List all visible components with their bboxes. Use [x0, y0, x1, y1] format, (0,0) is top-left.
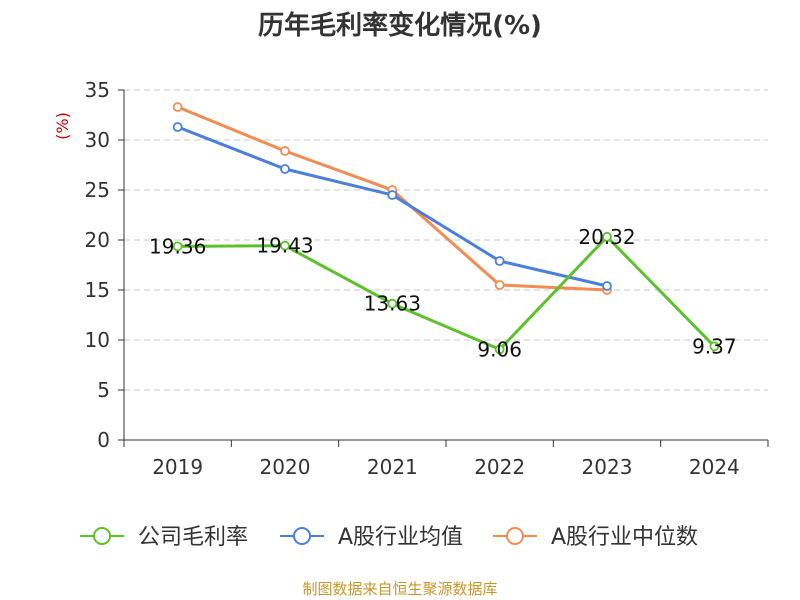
data-label: 19.36 [149, 234, 206, 258]
data-label: 9.06 [477, 337, 522, 361]
legend-item[interactable]: A股行业均值 [280, 525, 463, 550]
y-tick-label: 30 [85, 128, 110, 152]
x-tick-label: 2021 [367, 455, 418, 479]
data-label: 20.32 [578, 225, 635, 249]
legend-swatch-marker [293, 527, 311, 545]
x-tick-label: 2023 [582, 455, 633, 479]
y-tick-label: 15 [85, 278, 110, 302]
data-point[interactable] [172, 122, 183, 132]
data-point[interactable] [494, 256, 505, 266]
y-tick-label: 20 [85, 228, 110, 252]
data-point[interactable] [709, 341, 720, 352]
legend-label: A股行业中位数 [551, 525, 698, 550]
series-layer [172, 102, 720, 355]
y-tick-label: 35 [85, 78, 110, 102]
data-point[interactable] [602, 231, 612, 242]
y-tick-label: 25 [85, 178, 110, 202]
legend-item[interactable]: A股行业中位数 [493, 525, 698, 550]
data-point[interactable] [494, 280, 505, 290]
data-point[interactable] [387, 298, 398, 309]
x-tick-label: 2020 [260, 455, 311, 479]
data-label: 13.63 [364, 292, 421, 316]
x-tick-label: 2024 [689, 455, 740, 479]
legend-swatch-marker [93, 527, 111, 545]
data-point[interactable] [494, 344, 505, 355]
legend[interactable]: 公司毛利率 A股行业均值 A股行业中位数 [80, 525, 698, 550]
legend-label: A股行业均值 [338, 525, 463, 550]
x-tick-label: 2022 [474, 455, 525, 479]
y-tick-label: 10 [85, 328, 110, 352]
data-point[interactable] [602, 281, 612, 291]
source-note: 制图数据来自恒生聚源数据库 [302, 580, 497, 598]
data-point[interactable] [280, 240, 290, 251]
legend-label: 公司毛利率 [138, 525, 248, 550]
data-label: 9.37 [692, 334, 737, 358]
y-axis-label: (%) [53, 112, 72, 140]
series-line [177, 235, 716, 351]
data-point[interactable] [172, 102, 183, 112]
data-point[interactable] [280, 164, 290, 174]
legend-item[interactable]: 公司毛利率 [80, 525, 248, 550]
data-label: 19.43 [256, 234, 313, 258]
y-tick-label: 0 [97, 428, 110, 452]
y-tick-label: 5 [97, 378, 110, 402]
series-line [177, 125, 608, 288]
grid-lines [124, 89, 768, 391]
data-point[interactable] [172, 241, 183, 252]
data-point[interactable] [387, 190, 398, 200]
data-labels: 19.36 19.43 13.63 9.06 20.32 9.37 [149, 225, 737, 362]
data-point[interactable] [280, 146, 290, 156]
chart-title: 历年毛利率变化情况(%) [258, 10, 542, 41]
x-tick-label: 2019 [152, 455, 203, 479]
legend-swatch-marker [506, 527, 524, 545]
axes: 0 5 10 15 20 25 30 35 2019 2020 2021 2022 2023 2024 [85, 78, 769, 479]
